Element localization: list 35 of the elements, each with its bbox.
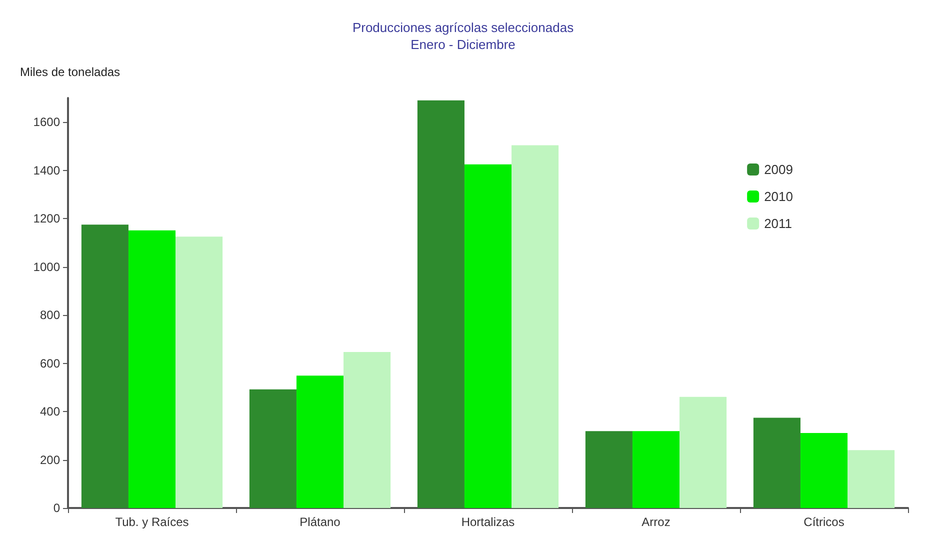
bar <box>249 389 296 508</box>
y-axis-title: Miles de toneladas <box>20 65 120 79</box>
y-tick-label: 1600 <box>33 115 60 130</box>
y-tick-label: 200 <box>40 452 60 467</box>
y-tick-label: 0 <box>53 501 60 515</box>
chart-title: Producciones agrícolas seleccionadas <box>352 20 574 35</box>
bar <box>296 376 344 508</box>
bar <box>632 431 680 508</box>
bar <box>464 164 512 508</box>
bar <box>176 236 223 508</box>
bar <box>585 431 632 508</box>
chart-subtitle: Enero - Diciembre <box>410 37 516 52</box>
bar <box>417 100 464 508</box>
x-tick-label: Plátano <box>300 515 341 529</box>
legend-label: 2009 <box>764 162 793 177</box>
bar <box>512 145 559 508</box>
legend-label: 2010 <box>764 189 793 204</box>
bar <box>800 432 848 508</box>
y-tick-label: 800 <box>40 308 60 322</box>
y-tick-label: 400 <box>40 404 60 419</box>
x-tick-label: Cítricos <box>804 515 844 529</box>
y-tick-label: 1200 <box>33 212 60 226</box>
bar <box>344 352 391 508</box>
legend-label: 2011 <box>764 216 792 231</box>
y-tick-label: 600 <box>40 356 60 370</box>
y-tick-label: 1400 <box>33 163 60 178</box>
bar <box>81 224 128 508</box>
y-tick-label: 1000 <box>33 260 60 274</box>
bar <box>848 450 895 508</box>
x-tick-label: Arroz <box>642 515 670 529</box>
bar <box>128 230 176 508</box>
bar <box>753 418 800 508</box>
x-tick-label: Tub. y Raíces <box>115 515 189 529</box>
bar <box>680 396 727 508</box>
x-tick-label: Hortalizas <box>461 515 515 529</box>
